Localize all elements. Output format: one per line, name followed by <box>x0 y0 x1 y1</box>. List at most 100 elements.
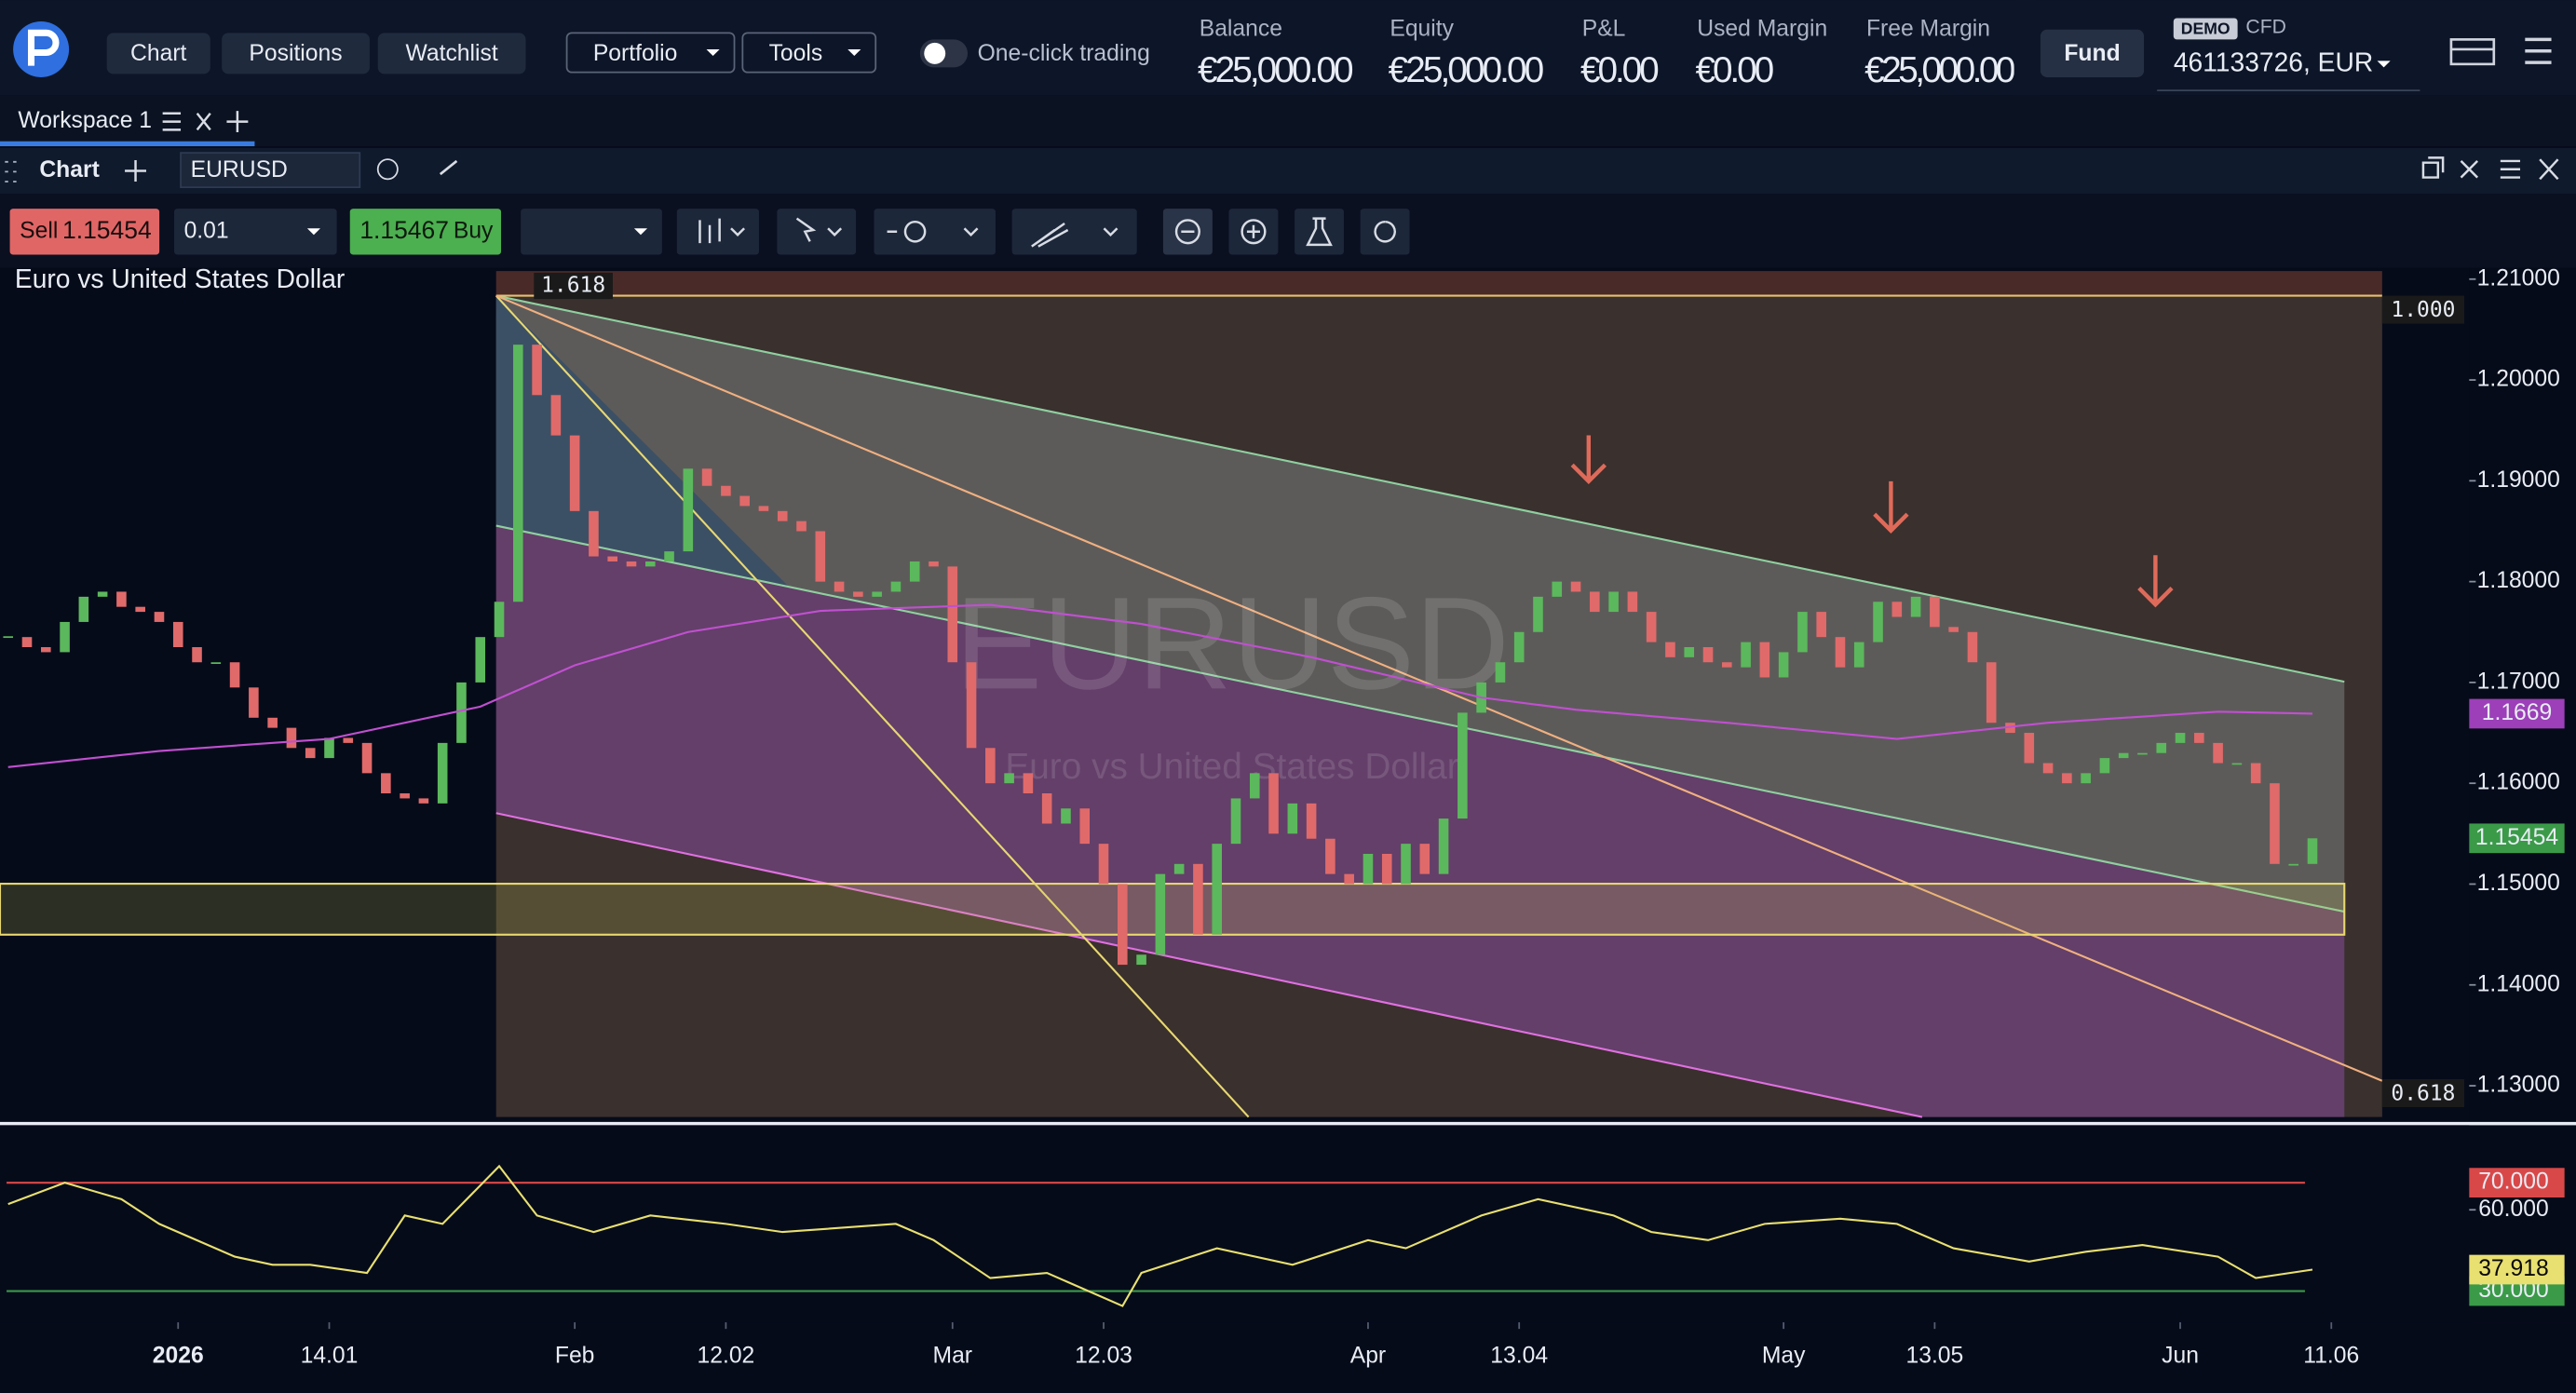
candle-body <box>2250 763 2261 784</box>
candle-body <box>229 662 240 688</box>
account-id[interactable]: 461133726, EUR <box>2174 47 2373 76</box>
nav-button[interactable] <box>377 33 526 74</box>
candle-body <box>513 345 523 602</box>
chart-title: Euro vs United States Dollar <box>15 264 345 293</box>
candle-body <box>644 561 656 567</box>
timeframe-select[interactable] <box>521 209 662 255</box>
buy-button[interactable] <box>349 209 502 255</box>
nav-button[interactable] <box>222 33 370 74</box>
toolbar-tools <box>676 209 1410 255</box>
candle-body <box>1778 652 1789 678</box>
fib-label-box <box>534 272 613 300</box>
candle-body <box>1249 773 1260 799</box>
sell-button[interactable] <box>9 209 160 255</box>
channel-shade <box>495 295 789 587</box>
candle-body <box>929 561 939 567</box>
rsi-line <box>7 1164 2313 1307</box>
sell-price: 1.15454 <box>62 216 152 244</box>
add-icon[interactable] <box>125 160 146 182</box>
price-marker-label: 1.1669 <box>2482 700 2553 725</box>
time-axis <box>0 1322 2576 1393</box>
stat-value: €0.00 <box>1695 50 1774 90</box>
candle-body <box>664 551 674 561</box>
candle-body <box>2213 742 2223 764</box>
fib-label: 1.000 <box>2391 298 2455 322</box>
candle-body <box>1816 612 1826 638</box>
settings-button[interactable] <box>1360 209 1410 255</box>
candle-body <box>1155 873 1166 955</box>
channel-line <box>495 294 2345 683</box>
candle-body <box>3 636 14 639</box>
x-tick-label: 13.04 <box>1490 1344 1548 1369</box>
candle-body <box>286 727 297 749</box>
candle-body <box>1608 591 1619 613</box>
candle-body <box>2081 773 2091 784</box>
candle-body <box>607 556 618 561</box>
buy-label: Buy <box>454 218 494 243</box>
candle-body <box>1098 844 1109 885</box>
candle-body <box>1118 884 1128 966</box>
workspace-icons[interactable] <box>162 111 249 133</box>
x-tick-label: 14.01 <box>301 1344 359 1369</box>
drawing-button[interactable] <box>1011 209 1137 255</box>
candle-body <box>1722 662 1732 668</box>
stat-value: €0.00 <box>1580 50 1660 90</box>
candle-body <box>2288 863 2299 866</box>
candle-body <box>1967 631 1978 663</box>
fund-button[interactable] <box>2040 29 2145 77</box>
drag-handle[interactable] <box>5 160 17 183</box>
link-icon[interactable] <box>439 159 458 176</box>
indicator-button[interactable] <box>1295 209 1344 255</box>
nav-label: Positions <box>249 41 342 66</box>
candle-body <box>437 742 448 804</box>
candle-body <box>78 596 89 622</box>
candle-body <box>2194 733 2204 743</box>
candle-body <box>1079 808 1091 845</box>
demo-badge <box>2173 18 2238 40</box>
candle-body <box>40 647 51 653</box>
candle-body <box>381 773 391 794</box>
candle-body <box>2024 733 2035 764</box>
chart-header <box>0 147 2576 195</box>
symbol-input[interactable] <box>180 152 361 189</box>
menu-icon[interactable] <box>2525 37 2552 64</box>
candle-body <box>1891 602 1903 617</box>
candle-body <box>2099 758 2110 774</box>
caret <box>306 228 320 236</box>
pane-separator[interactable] <box>0 1121 2576 1126</box>
candle-body <box>400 793 410 799</box>
cursor-button[interactable] <box>777 209 857 255</box>
menu-button[interactable] <box>741 32 877 74</box>
clip-fade <box>2013 0 2038 96</box>
workspace-tab[interactable]: Workspace 1 <box>18 108 152 133</box>
rsi-marker <box>2469 1254 2565 1285</box>
candle-body <box>758 506 769 511</box>
candle-body <box>1173 863 1185 874</box>
info-icon[interactable] <box>376 158 399 181</box>
candle-body <box>1590 591 1600 613</box>
stat-value: €25,000.00 <box>1864 50 2015 90</box>
time-button[interactable] <box>874 209 997 255</box>
candle-body <box>1212 844 1222 935</box>
y-tick-label: 1.18000 <box>2477 568 2560 593</box>
panel-window-icons[interactable] <box>2421 156 2559 181</box>
candle-body <box>626 561 637 567</box>
stat-label: P&L <box>1582 16 1626 41</box>
chart-type-button[interactable] <box>676 209 759 255</box>
candle-body <box>361 742 373 774</box>
candle-body <box>1627 591 1638 613</box>
channel-line <box>495 524 2345 913</box>
candle-body <box>249 687 259 718</box>
candle-body <box>475 637 486 683</box>
quantity-input[interactable] <box>173 209 337 255</box>
fan-line <box>495 294 1250 1118</box>
layout-icon[interactable] <box>2449 38 2496 66</box>
level-label: 70.000 <box>2478 1170 2549 1195</box>
menu-button[interactable] <box>565 32 736 74</box>
candle-body <box>1910 596 1921 617</box>
fund-label: Fund <box>2064 41 2120 66</box>
nav-button[interactable] <box>106 33 210 74</box>
candle-body <box>1665 642 1675 657</box>
